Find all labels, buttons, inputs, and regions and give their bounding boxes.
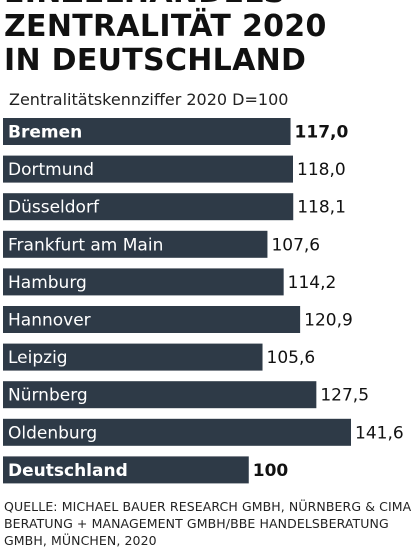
bar-leipzig bbox=[3, 343, 263, 371]
bar-oldenburg bbox=[3, 418, 351, 446]
bar-label-nurnberg: Nürnberg bbox=[8, 386, 88, 406]
bar-label-oldenburg: Oldenburg bbox=[8, 423, 97, 443]
bar-label-dusseldorf: Düsseldorf bbox=[8, 198, 100, 218]
value-label-deutschland: 100 bbox=[253, 461, 289, 481]
bar-label-deutschland: Deutschland bbox=[8, 461, 128, 481]
bar-label-hannover: Hannover bbox=[8, 311, 91, 331]
bar-hannover bbox=[3, 306, 301, 333]
bar-dusseldorf bbox=[3, 193, 294, 221]
value-label-hannover: 120,9 bbox=[304, 311, 353, 331]
value-label-dusseldorf: 118,1 bbox=[297, 198, 346, 218]
title-line-1: EINZELHANDELS- bbox=[4, 0, 410, 10]
chart-subtitle: Zentralitätskennziffer 2020 D=100 bbox=[9, 90, 289, 109]
bar-label-leipzig: Leipzig bbox=[8, 348, 68, 368]
bar-bremen bbox=[3, 118, 291, 145]
bar-label-bremen: Bremen bbox=[8, 123, 82, 143]
value-label-oldenburg: 141,6 bbox=[355, 423, 404, 443]
bar-deutschland bbox=[3, 456, 249, 484]
bar-label-hamburg: Hamburg bbox=[8, 273, 87, 293]
title-line-3: IN DEUTSCHLAND bbox=[4, 43, 307, 78]
bar-frankfurt-am-main bbox=[3, 230, 268, 258]
value-label-dortmund: 118,0 bbox=[297, 160, 346, 180]
chart-title: EINZELHANDELS- ZENTRALITÄT 2020 IN DEUTS… bbox=[4, 0, 410, 78]
source-note: QUELLE: MICHAEL BAUER RESEARCH GMBH, NÜR… bbox=[4, 499, 412, 548]
value-label-bremen: 117,0 bbox=[295, 123, 349, 143]
bar-label-dortmund: Dortmund bbox=[8, 160, 94, 180]
value-label-leipzig: 105,6 bbox=[267, 348, 316, 368]
value-label-nurnberg: 127,5 bbox=[320, 386, 369, 406]
value-label-frankfurt-am-main: 107,6 bbox=[271, 235, 320, 255]
value-label-hamburg: 114,2 bbox=[288, 273, 337, 293]
bar-nurnberg bbox=[3, 381, 317, 409]
bar-dortmund bbox=[3, 155, 293, 183]
bar-chart: Bremen 117,0 Dortmund 118,0 Düsseldorf 118,1 F… bbox=[3, 118, 404, 484]
bar-hamburg bbox=[3, 268, 284, 296]
bar-label-frankfurt-am-main: Frankfurt am Main bbox=[8, 235, 163, 255]
title-line-2: ZENTRALITÄT 2020 bbox=[4, 9, 327, 44]
